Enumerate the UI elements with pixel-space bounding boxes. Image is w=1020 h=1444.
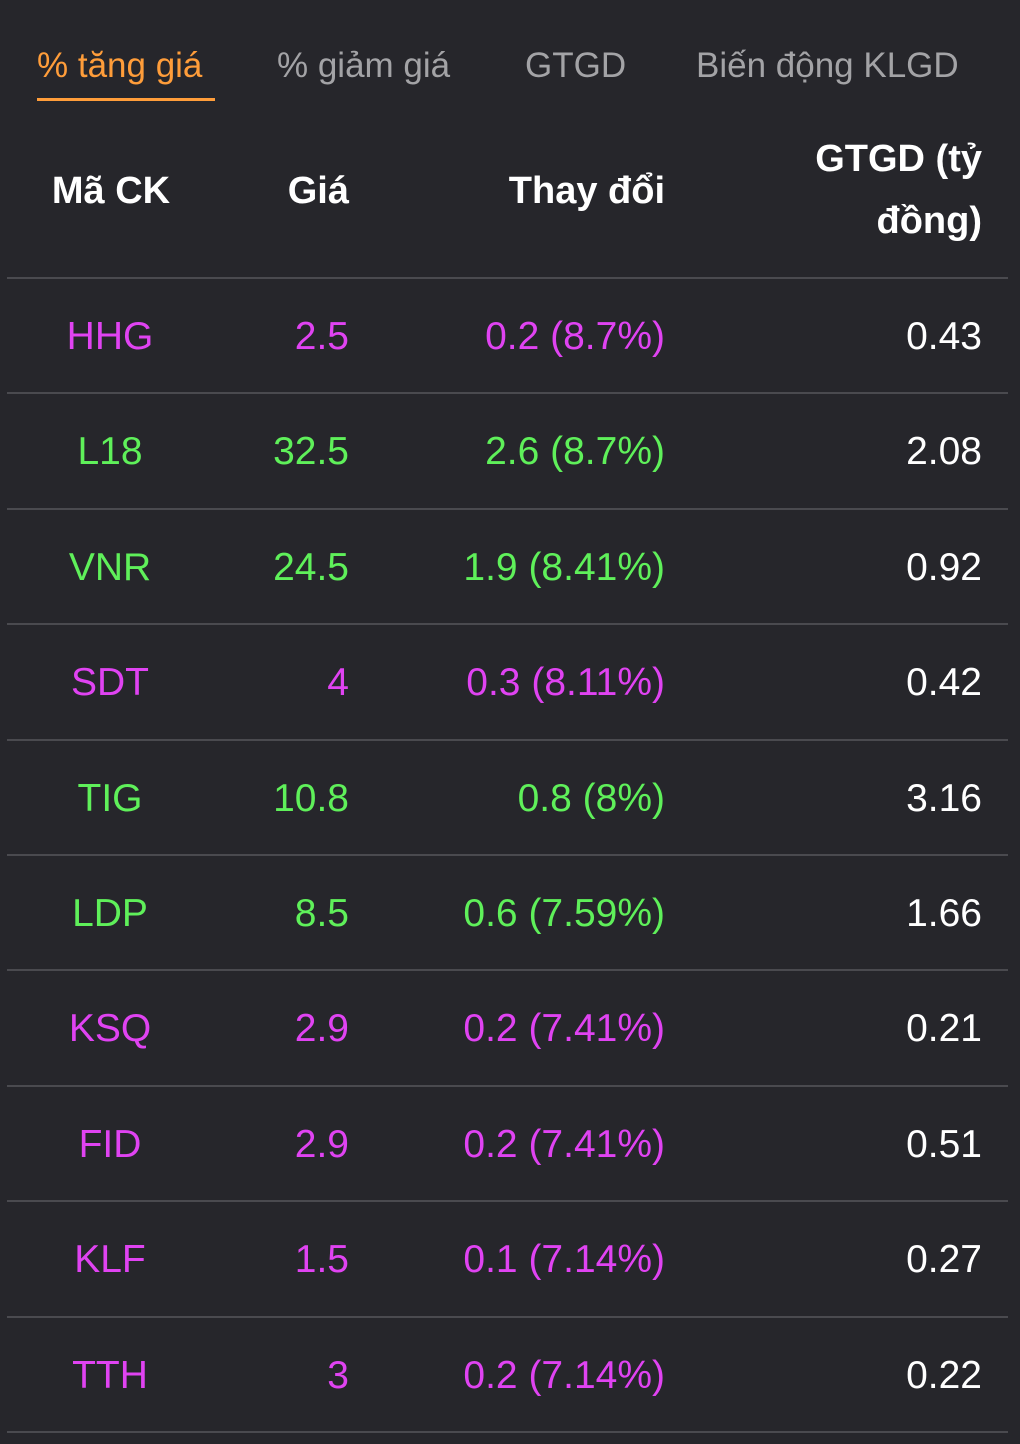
stock-change: 0.2 (8.7%) <box>485 315 665 358</box>
stock-code: HHG <box>66 315 154 358</box>
row-divider <box>7 1085 1008 1087</box>
header-price: Giá <box>287 170 349 212</box>
stock-price: 24.5 <box>273 546 349 589</box>
stock-trading-value: 0.21 <box>906 1007 982 1050</box>
stock-trading-value: 0.43 <box>906 315 982 358</box>
header-code: Mã CK <box>51 170 171 212</box>
stock-trading-value: 1.66 <box>906 892 982 935</box>
stock-change: 2.6 (8.7%) <box>485 430 665 473</box>
row-divider <box>7 392 1008 394</box>
table-row[interactable]: HHG 2.5 0.2 (8.7%) 0.43 <box>0 279 1020 394</box>
header-divider <box>7 277 1008 279</box>
stock-price: 2.5 <box>294 315 349 358</box>
table-row[interactable]: L18 32.5 2.6 (8.7%) 2.08 <box>0 394 1020 509</box>
stock-change: 0.1 (7.14%) <box>463 1238 665 1281</box>
stock-price: 2.9 <box>294 1123 349 1166</box>
stock-price: 3 <box>327 1354 349 1397</box>
stock-trading-value: 0.42 <box>906 661 982 704</box>
stock-trading-value: 0.22 <box>906 1354 982 1397</box>
stock-trading-value: 0.51 <box>906 1123 982 1166</box>
stock-code: TIG <box>77 777 143 820</box>
header-value-line2: đồng) <box>876 200 982 242</box>
table-row[interactable]: LDP 8.5 0.6 (7.59%) 1.66 <box>0 856 1020 971</box>
row-divider <box>7 508 1008 510</box>
stock-code: FID <box>78 1123 142 1166</box>
table-row[interactable]: KLF 1.5 0.1 (7.14%) 0.27 <box>0 1202 1020 1317</box>
stock-change: 0.2 (7.41%) <box>463 1007 665 1050</box>
stock-code: KSQ <box>68 1007 152 1050</box>
stock-trading-value: 2.08 <box>906 430 982 473</box>
row-divider <box>7 1431 1008 1433</box>
stock-change: 0.8 (8%) <box>517 777 665 820</box>
header-change: Thay đổi <box>508 170 665 212</box>
row-divider <box>7 1316 1008 1318</box>
table-row[interactable]: FID 2.9 0.2 (7.41%) 0.51 <box>0 1087 1020 1202</box>
active-tab-indicator <box>37 98 215 101</box>
stock-code: L18 <box>77 430 143 473</box>
stock-code: SDT <box>71 661 149 704</box>
stock-change: 0.2 (7.14%) <box>463 1354 665 1397</box>
stock-trading-value: 0.92 <box>906 546 982 589</box>
tab-volume-change[interactable]: Biến động KLGD <box>696 46 959 85</box>
stock-price: 32.5 <box>273 430 349 473</box>
row-divider <box>7 969 1008 971</box>
stock-code: LDP <box>72 892 148 935</box>
tab-bar: % tăng giá % giảm giá GTGD Biến động KLG… <box>0 0 1020 110</box>
row-divider <box>7 623 1008 625</box>
tab-trading-value[interactable]: GTGD <box>525 46 627 85</box>
stock-code: TTH <box>72 1354 148 1397</box>
tab-percent-decrease[interactable]: % giảm giá <box>277 46 451 85</box>
header-value-line1: GTGD (tỷ <box>815 138 982 180</box>
row-divider <box>7 1200 1008 1202</box>
tab-percent-increase[interactable]: % tăng giá <box>37 46 203 85</box>
stock-price: 10.8 <box>273 777 349 820</box>
table-row[interactable]: SDT 4 0.3 (8.11%) 0.42 <box>0 625 1020 740</box>
table-row[interactable]: TTH 3 0.2 (7.14%) 0.22 <box>0 1318 1020 1433</box>
stock-change: 1.9 (8.41%) <box>463 546 665 589</box>
stock-price: 2.9 <box>294 1007 349 1050</box>
stock-price: 4 <box>327 661 349 704</box>
table-row[interactable]: VNR 24.5 1.9 (8.41%) 0.92 <box>0 510 1020 625</box>
stock-price: 8.5 <box>294 892 349 935</box>
table-row[interactable]: TIG 10.8 0.8 (8%) 3.16 <box>0 741 1020 856</box>
table-row[interactable]: KSQ 2.9 0.2 (7.41%) 0.21 <box>0 971 1020 1086</box>
stock-trading-value: 0.27 <box>906 1238 982 1281</box>
stock-trading-value: 3.16 <box>906 777 982 820</box>
stock-price: 1.5 <box>294 1238 349 1281</box>
stock-code: VNR <box>68 546 152 589</box>
stock-change: 0.6 (7.59%) <box>463 892 665 935</box>
stock-change: 0.2 (7.41%) <box>463 1123 665 1166</box>
stock-code: KLF <box>74 1238 146 1281</box>
row-divider <box>7 854 1008 856</box>
table-header: Mã CK Giá Thay đổi GTGD (tỷ đồng) <box>0 120 1020 278</box>
stock-change: 0.3 (8.11%) <box>466 661 665 704</box>
row-divider <box>7 739 1008 741</box>
